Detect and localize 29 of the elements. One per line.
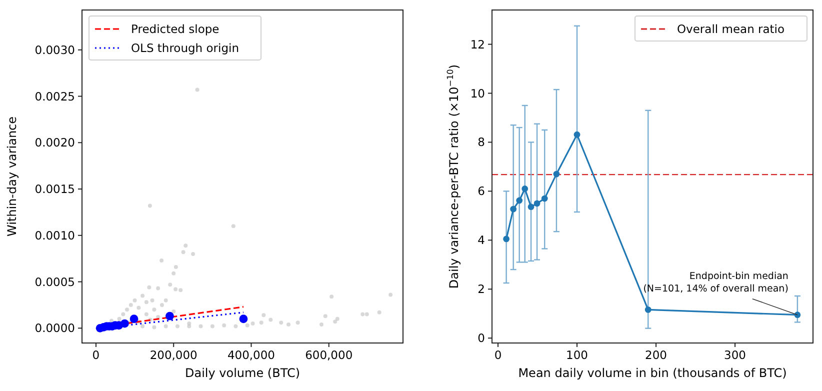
y-tick-label: 0.0000	[34, 321, 75, 336]
x-tick-label: 200	[645, 348, 667, 362]
y-tick-label: 0.0025	[34, 89, 75, 104]
y-tick-label: 0.0020	[34, 136, 75, 150]
legend-label: Predicted slope	[131, 22, 220, 36]
y-tick-label: 0.0005	[34, 274, 75, 289]
legend-label: OLS through origin	[131, 41, 239, 55]
y-tick-label: 0	[478, 331, 485, 346]
y-tick-label: 10	[470, 86, 485, 100]
y-tick-label: 12	[470, 37, 485, 52]
y-tick-label: 0.0015	[34, 182, 75, 196]
y-tick-label: 4	[478, 233, 485, 248]
x-axis-title: Daily volume (BTC)	[184, 366, 300, 380]
annotation: Endpoint-bin median (N=101, 14% of overall mean)	[643, 270, 788, 294]
legend-label: Overall mean ratio	[677, 22, 785, 36]
y-tick-label: 2	[478, 282, 485, 296]
x-axis-title: Mean daily volume in bin (thousands of BTC)	[518, 366, 787, 380]
x-tick-label: 200,000	[150, 348, 198, 362]
x-tick-label: 0	[92, 348, 100, 362]
y-tick-label: 0.0010	[34, 228, 75, 242]
x-tick-label: 0	[494, 348, 502, 362]
y-tick-label: 6	[478, 184, 485, 198]
y-tick-label: 8	[478, 135, 485, 150]
y-tick-label: 0.0030	[34, 42, 75, 57]
x-tick-label: 300	[724, 348, 746, 362]
x-tick-label: 400,000	[227, 348, 276, 362]
x-tick-label: 600,000	[305, 348, 353, 362]
y-axis-title: Within-day variance	[5, 116, 19, 237]
x-tick-label: 100	[566, 348, 588, 362]
